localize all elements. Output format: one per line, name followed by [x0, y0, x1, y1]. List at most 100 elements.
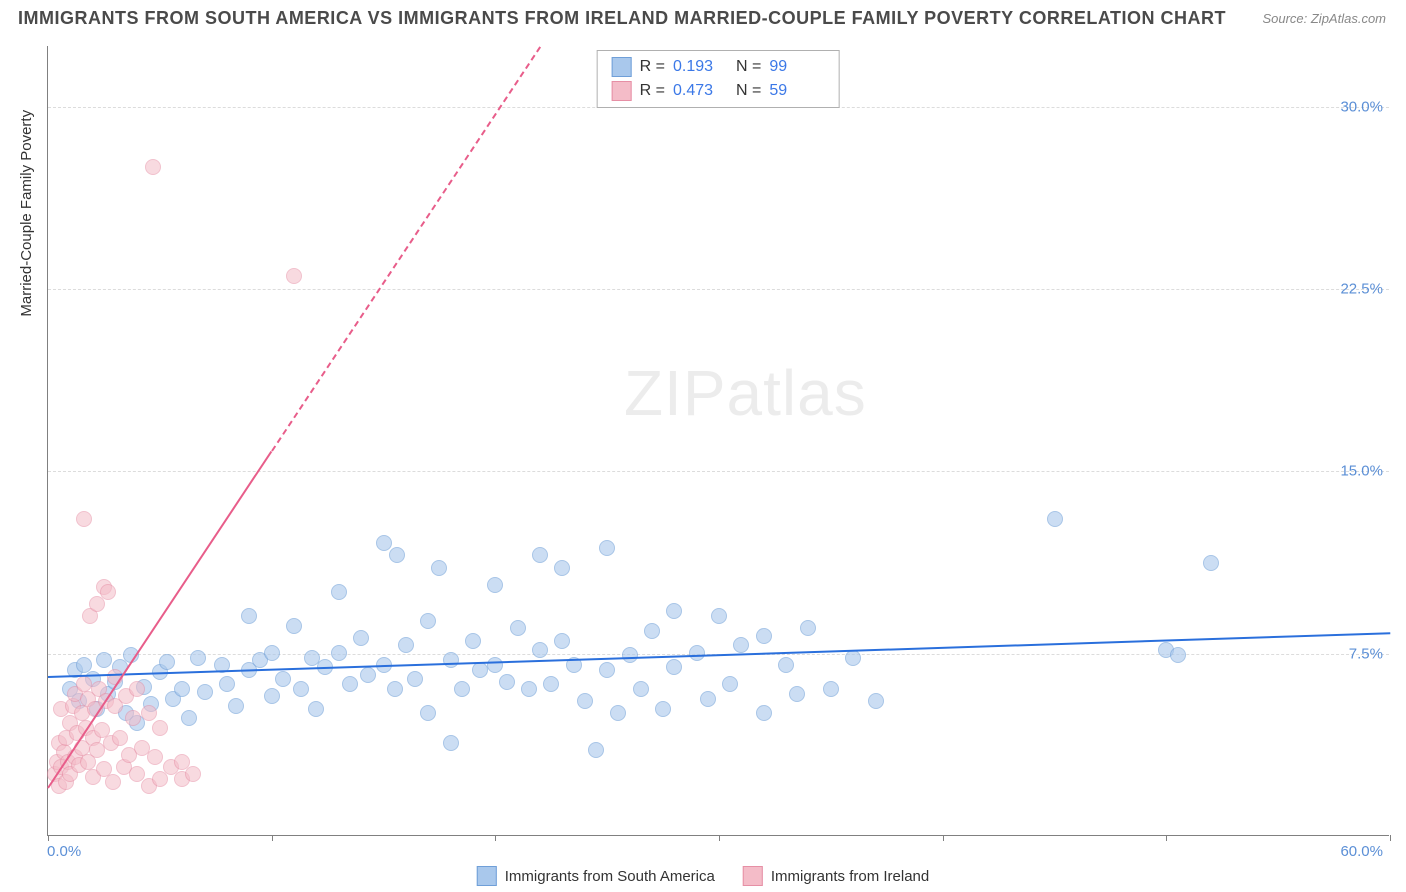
- data-point: [129, 681, 145, 697]
- data-point: [789, 686, 805, 702]
- data-point: [499, 674, 515, 690]
- data-point: [666, 603, 682, 619]
- data-point: [599, 662, 615, 678]
- stat-n-label: N =: [736, 58, 761, 76]
- data-point: [845, 650, 861, 666]
- plot-container: ZIPatlas 7.5%15.0%22.5%30.0% 0.0% 60.0% …: [47, 46, 1389, 836]
- data-point: [521, 681, 537, 697]
- swatch-series-a: [612, 57, 632, 77]
- stat-r-b: 0.473: [673, 82, 728, 100]
- data-point: [610, 705, 626, 721]
- data-point: [353, 630, 369, 646]
- data-point: [159, 654, 175, 670]
- data-point: [376, 535, 392, 551]
- data-point: [431, 560, 447, 576]
- data-point: [275, 671, 291, 687]
- stat-n-a: 99: [769, 58, 824, 76]
- y-axis-title: Married-Couple Family Poverty: [18, 110, 35, 317]
- x-tick: [719, 835, 720, 841]
- data-point: [487, 577, 503, 593]
- data-point: [588, 742, 604, 758]
- stat-n-label-2: N =: [736, 82, 761, 100]
- data-point: [1203, 555, 1219, 571]
- data-point: [331, 584, 347, 600]
- data-point: [510, 620, 526, 636]
- x-tick: [1166, 835, 1167, 841]
- data-point: [264, 688, 280, 704]
- legend-item-b: Immigrants from Ireland: [743, 866, 929, 886]
- data-point: [532, 547, 548, 563]
- data-point: [622, 647, 638, 663]
- legend-label-a: Immigrants from South America: [505, 868, 715, 885]
- y-tick-label: 15.0%: [1340, 463, 1383, 480]
- data-point: [286, 618, 302, 634]
- data-point: [76, 511, 92, 527]
- gridline: [48, 289, 1389, 290]
- stat-r-label-2: R =: [640, 82, 665, 100]
- data-point: [655, 701, 671, 717]
- data-point: [398, 637, 414, 653]
- data-point: [823, 681, 839, 697]
- chart-title: IMMIGRANTS FROM SOUTH AMERICA VS IMMIGRA…: [18, 8, 1226, 29]
- data-point: [756, 705, 772, 721]
- data-point: [241, 608, 257, 624]
- data-point: [1047, 511, 1063, 527]
- data-point: [76, 657, 92, 673]
- stat-r-a: 0.193: [673, 58, 728, 76]
- data-point: [185, 766, 201, 782]
- data-point: [147, 749, 163, 765]
- watermark: ZIPatlas: [624, 356, 867, 430]
- x-tick: [272, 835, 273, 841]
- data-point: [308, 701, 324, 717]
- y-tick-label: 7.5%: [1349, 645, 1383, 662]
- x-tick: [495, 835, 496, 841]
- data-point: [145, 159, 161, 175]
- data-point: [181, 710, 197, 726]
- x-tick: [48, 835, 49, 841]
- data-point: [711, 608, 727, 624]
- data-point: [407, 671, 423, 687]
- plot-area: ZIPatlas 7.5% 15.0% 22.5% 30.0%: [47, 46, 1389, 836]
- data-point: [76, 676, 92, 692]
- data-point: [756, 628, 772, 644]
- data-point: [1170, 647, 1186, 663]
- data-point: [96, 652, 112, 668]
- y-tick-label: 22.5%: [1340, 281, 1383, 298]
- trend-line: [47, 451, 272, 789]
- source-label: Source: ZipAtlas.com: [1262, 11, 1386, 26]
- data-point: [443, 735, 459, 751]
- data-point: [733, 637, 749, 653]
- gridline: [48, 471, 1389, 472]
- data-point: [700, 691, 716, 707]
- data-point: [689, 645, 705, 661]
- data-point: [443, 652, 459, 668]
- header: IMMIGRANTS FROM SOUTH AMERICA VS IMMIGRA…: [0, 0, 1406, 33]
- data-point: [152, 720, 168, 736]
- x-min-label: 0.0%: [47, 843, 81, 860]
- data-point: [554, 560, 570, 576]
- watermark-atlas: atlas: [727, 357, 867, 429]
- data-point: [190, 650, 206, 666]
- data-point: [141, 705, 157, 721]
- watermark-zip: ZIP: [624, 357, 727, 429]
- data-point: [197, 684, 213, 700]
- data-point: [112, 730, 128, 746]
- legend-item-a: Immigrants from South America: [477, 866, 715, 886]
- data-point: [293, 681, 309, 697]
- data-point: [577, 693, 593, 709]
- data-point: [125, 710, 141, 726]
- data-point: [100, 584, 116, 600]
- data-point: [389, 547, 405, 563]
- data-point: [487, 657, 503, 673]
- data-point: [532, 642, 548, 658]
- data-point: [264, 645, 280, 661]
- data-point: [174, 681, 190, 697]
- data-point: [331, 645, 347, 661]
- data-point: [342, 676, 358, 692]
- y-tick-label: 30.0%: [1340, 98, 1383, 115]
- data-point: [219, 676, 235, 692]
- x-tick: [943, 835, 944, 841]
- data-point: [599, 540, 615, 556]
- stat-r-label: R =: [640, 58, 665, 76]
- data-point: [420, 705, 436, 721]
